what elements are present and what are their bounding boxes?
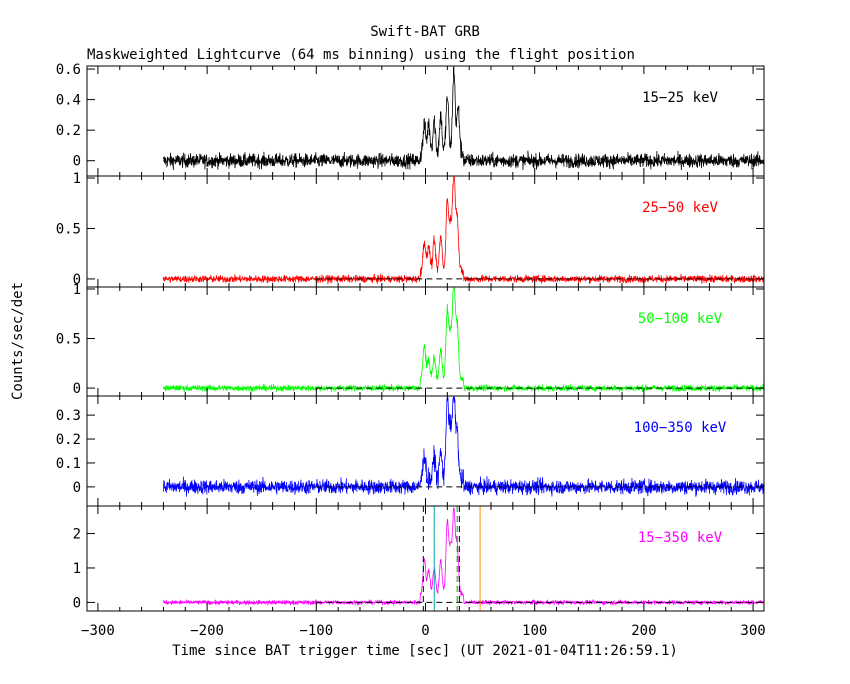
x-tick-label-4: 0 <box>421 623 429 639</box>
y-tick-label-5-2: 1 <box>73 561 81 577</box>
band-label-2: 25−50 keV <box>642 200 718 216</box>
y-tick-label-5-3: 2 <box>73 527 81 543</box>
chart-subtitle: Maskweighted Lightcurve (64 ms binning) … <box>87 47 635 63</box>
y-tick-label-2-3: 1 <box>73 171 81 187</box>
y-tick-label-3-3: 1 <box>73 282 81 298</box>
y-tick-label-2-2: 0.5 <box>56 221 81 237</box>
panel-frame-3 <box>86 286 765 397</box>
y-tick-label-3-1: 0 <box>73 381 81 397</box>
y-tick-label-2-1: 0 <box>73 272 81 288</box>
band-label-4: 100−350 keV <box>634 420 727 436</box>
panel-2: 0 0.5 1 25−50 keV <box>56 171 765 288</box>
y-tick-label-1-4: 0.6 <box>56 62 81 78</box>
y-tick-label-1-3: 0.4 <box>56 93 81 109</box>
chart-title: Swift-BAT GRB <box>370 24 480 40</box>
y-tick-label-4-1: 0 <box>73 480 81 496</box>
panels-group: 0 0.2 0.4 0.6 15−25 keV 0 0.5 1 25−50 keV 0 0.5 1 50… <box>56 62 766 639</box>
x-tick-label-2: −200 <box>190 623 224 639</box>
series-line-1 <box>163 65 765 171</box>
band-label-1: 15−25 keV <box>642 90 718 106</box>
panel-frame-2 <box>86 175 765 288</box>
y-tick-label-4-2: 0.1 <box>56 456 81 472</box>
x-tick-label-6: 200 <box>631 623 656 639</box>
panel-5: 0 1 2 15−350 keV <box>73 505 765 612</box>
y-tick-label-1-1: 0 <box>73 154 81 170</box>
x-tick-label-3: −100 <box>299 623 333 639</box>
x-tick-label-1: −300 <box>81 623 115 639</box>
y-tick-label-4-3: 0.2 <box>56 432 81 448</box>
panel-4: 0 0.1 0.2 0.3 100−350 keV <box>56 395 765 507</box>
y-tick-label-1-2: 0.2 <box>56 123 81 139</box>
series-line-5 <box>163 507 765 607</box>
band-label-5: 15−350 keV <box>638 530 723 546</box>
series-line-2 <box>163 176 765 285</box>
x-tick-label-7: 300 <box>740 623 765 639</box>
x-axis-label: Time since BAT trigger time [sec] (UT 20… <box>172 643 678 659</box>
y-tick-label-3-2: 0.5 <box>56 332 81 348</box>
series-line-3 <box>163 287 765 393</box>
x-tick-label-5: 100 <box>522 623 547 639</box>
panel-3: 0 0.5 1 50−100 keV <box>56 282 765 397</box>
y-tick-label-4-4: 0.3 <box>56 408 81 424</box>
panel-frame-5 <box>86 505 765 612</box>
series-line-4 <box>163 396 765 497</box>
y-axis-label: Counts/sec/det <box>10 282 26 400</box>
panel-1: 0 0.2 0.4 0.6 15−25 keV <box>56 62 765 177</box>
y-tick-label-5-1: 0 <box>73 595 81 611</box>
band-label-3: 50−100 keV <box>638 311 723 327</box>
